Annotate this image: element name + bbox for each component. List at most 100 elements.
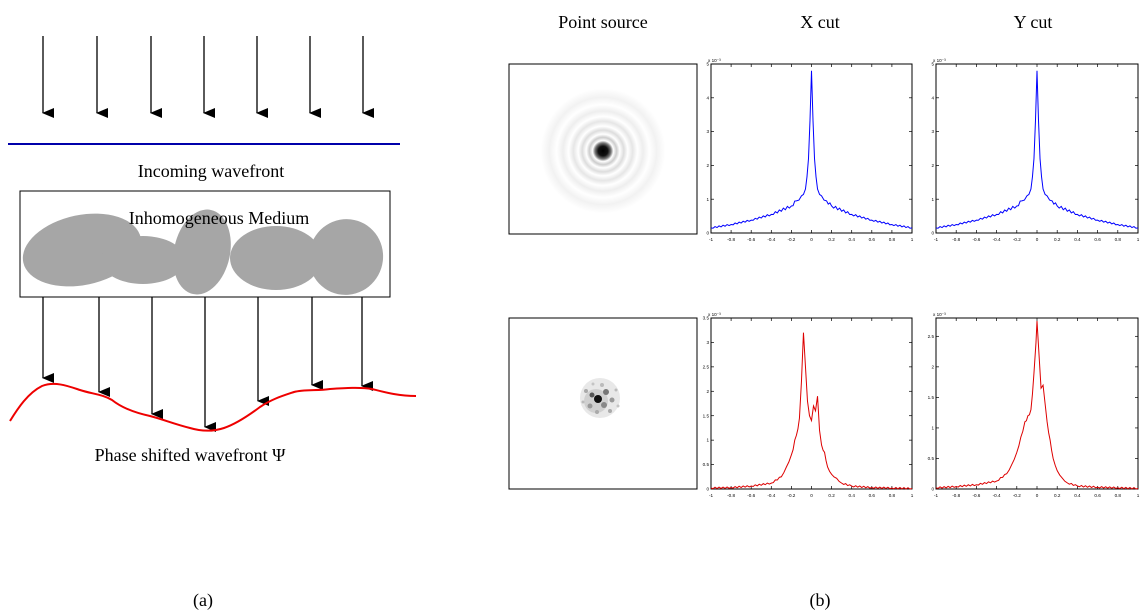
x-tick-label: -0.2 <box>1013 237 1021 242</box>
column-header-point-source: Point source <box>558 12 648 32</box>
medium-blob <box>101 236 185 284</box>
x-tick-label: -0.2 <box>1013 493 1021 498</box>
airy-pattern <box>523 71 683 231</box>
x-tick-label: -0.2 <box>787 493 795 498</box>
x-tick-label: 0.2 <box>1054 493 1061 498</box>
x-tick-label: 0.8 <box>889 493 896 498</box>
y-tick-label: 1.5 <box>703 413 710 418</box>
panel-b: Point source X cut Y cut <box>508 12 1140 611</box>
y-tick-label: 2 <box>931 163 934 168</box>
y-tick-label: 1.5 <box>928 395 935 400</box>
x-tick-label: -0.4 <box>767 237 775 242</box>
y-tick-label: 0 <box>706 487 709 492</box>
x-tick-label: -0.8 <box>727 493 735 498</box>
x-tick-label: 0.6 <box>869 493 876 498</box>
y-tick-label: 1 <box>706 438 709 443</box>
x-tick-label: 1 <box>911 493 914 498</box>
x-tick-label: -1 <box>709 493 714 498</box>
point-source-image-top <box>508 63 698 235</box>
x-tick-label: 0.8 <box>1115 493 1122 498</box>
x-tick-label: 0.4 <box>849 237 856 242</box>
y-tick-label: 2.5 <box>703 364 710 369</box>
y-exponent-label: x 10⁻³ <box>933 312 946 317</box>
point-source-image-bottom <box>508 317 698 490</box>
x-tick-label: 0 <box>1036 237 1039 242</box>
x-tick-label: 0.4 <box>1074 237 1081 242</box>
panel-a: Incoming wavefront Inhomogeneous Medium … <box>8 36 417 611</box>
series-line <box>710 332 913 490</box>
series-line <box>935 321 1139 490</box>
plot-bottom-x-cut: -1 -0.8 -0.6 -0.4 -0.2 0 0.2 0.4 0.6 0.8 1 0 0.5 1 1.5… <box>703 312 914 498</box>
y-tick-label: 3 <box>706 340 709 345</box>
y-tick-label: 2 <box>706 389 709 394</box>
x-tick-label: -0.2 <box>787 237 795 242</box>
x-tick-label: 0.4 <box>1074 493 1081 498</box>
medium-blobs <box>22 209 384 295</box>
medium-blob <box>173 209 231 295</box>
y-tick-label: 0.5 <box>928 456 935 461</box>
column-header-y-cut: Y cut <box>1014 12 1053 32</box>
x-tick-label: -1 <box>934 237 939 242</box>
x-tick-label: -0.8 <box>952 237 960 242</box>
y-tick-label: 2 <box>931 364 934 369</box>
x-tick-label: 0.6 <box>869 237 876 242</box>
x-tick-label: -0.4 <box>993 237 1001 242</box>
series-line <box>935 70 1139 229</box>
outgoing-arrows <box>42 297 373 432</box>
x-tick-label: 1 <box>1137 493 1140 498</box>
plot-frame <box>710 63 913 234</box>
y-tick-label: 3 <box>706 129 709 134</box>
x-tick-label: 0.8 <box>889 237 896 242</box>
column-header-x-cut: X cut <box>800 12 840 32</box>
plot-bottom-y-cut: -1 -0.8 -0.6 -0.4 -0.2 0 0.2 0.4 0.6 0.8 1 0 0.5 1 1.5… <box>928 312 1140 498</box>
y-tick-label: 0.5 <box>703 462 710 467</box>
plot-top-y-cut: -1 -0.8 -0.6 -0.4 -0.2 0 0.2 0.4 0.6 0.8 1 0 1 2 3 4 5x … <box>931 58 1139 242</box>
y-tick-label: 3 <box>931 129 934 134</box>
x-tick-label: 0.2 <box>1054 237 1061 242</box>
x-tick-label: -0.4 <box>993 493 1001 498</box>
incoming-wavefront-label: Incoming wavefront <box>138 161 284 181</box>
y-tick-label: 0 <box>706 231 709 236</box>
x-tick-label: -0.6 <box>747 493 755 498</box>
y-tick-label: 5 <box>931 62 934 67</box>
y-tick-label: 1 <box>931 197 934 202</box>
x-tick-label: 0.2 <box>828 237 835 242</box>
x-tick-label: -0.8 <box>727 237 735 242</box>
phase-shifted-wavefront-label: Phase shifted wavefront Ψ <box>95 445 286 465</box>
speckle-pattern <box>580 378 620 418</box>
medium-blob <box>308 219 384 295</box>
x-tick-label: 0 <box>1036 493 1039 498</box>
x-tick-label: -0.6 <box>972 493 980 498</box>
medium-blob <box>230 226 322 290</box>
y-tick-label: 0 <box>931 231 934 236</box>
plot-frame <box>935 317 1139 490</box>
x-tick-label: -0.6 <box>747 237 755 242</box>
incoming-arrows <box>42 36 374 118</box>
x-tick-label: -0.8 <box>952 493 960 498</box>
x-tick-label: 1 <box>911 237 914 242</box>
x-tick-label: -0.6 <box>972 237 980 242</box>
x-tick-label: -1 <box>709 237 714 242</box>
x-tick-label: 0.4 <box>849 493 856 498</box>
x-tick-label: 0.6 <box>1094 493 1101 498</box>
y-tick-label: 2 <box>706 163 709 168</box>
x-tick-label: 0.8 <box>1115 237 1122 242</box>
series-line <box>710 70 913 229</box>
caption-a: (a) <box>193 590 213 611</box>
plot-top-x-cut: -1 -0.8 -0.6 -0.4 -0.2 0 0.2 0.4 0.6 0.8 1 0 1 2 3 4 5x … <box>706 58 913 242</box>
y-tick-label: 4 <box>706 95 709 100</box>
x-tick-label: 0.2 <box>828 493 835 498</box>
y-tick-label: 3.5 <box>703 316 710 321</box>
y-tick-label: 0 <box>931 487 934 492</box>
y-exponent-label: x 10⁻³ <box>708 58 721 63</box>
x-tick-label: -0.4 <box>767 493 775 498</box>
y-exponent-label: x 10⁻³ <box>708 312 721 317</box>
x-tick-label: -1 <box>934 493 939 498</box>
plot-frame <box>935 63 1139 234</box>
y-tick-label: 4 <box>931 95 934 100</box>
y-tick-label: 2.5 <box>928 334 935 339</box>
y-tick-label: 5 <box>706 62 709 67</box>
y-exponent-label: x 10⁻³ <box>933 58 946 63</box>
x-tick-label: 0 <box>810 493 813 498</box>
caption-b: (b) <box>810 590 831 611</box>
